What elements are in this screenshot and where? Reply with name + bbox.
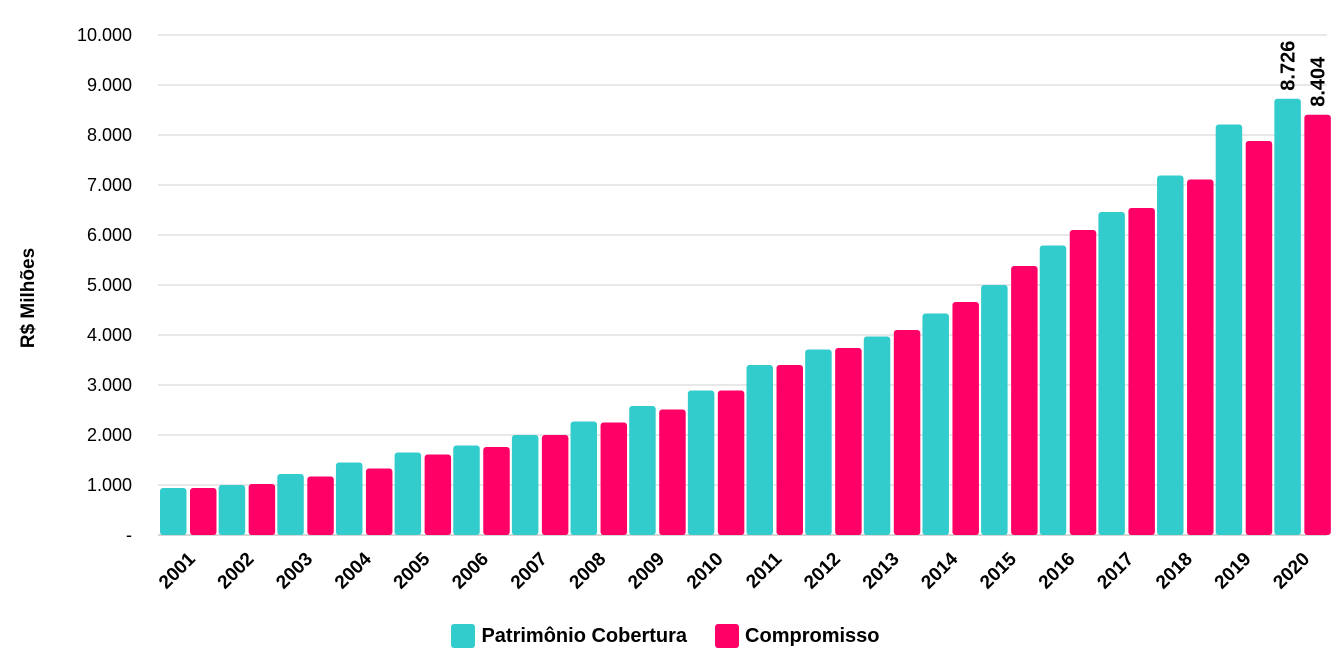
- bar-patrimonio-2017: [1098, 212, 1125, 535]
- legend-label-compromisso: Compromisso: [745, 625, 880, 647]
- y-tick-label-1000: 1.000: [87, 475, 132, 495]
- bar-patrimonio-2006: [453, 445, 480, 535]
- bar-patrimonio-2010: [687, 390, 715, 535]
- bar-compromisso-2009: [659, 409, 686, 535]
- x-tick-label-2003: 2003: [272, 549, 317, 594]
- bar-compromisso-2016: [1069, 230, 1097, 535]
- bar-compromisso-2005: [424, 454, 452, 535]
- bar-patrimonio-2008: [570, 421, 598, 535]
- bar-compromisso-2014: [952, 302, 979, 535]
- bars: [160, 98, 1331, 536]
- x-tick-label-2015: 2015: [976, 548, 1021, 593]
- bar-patrimonio-2001: [160, 488, 187, 535]
- bar-patrimonio-2009: [629, 406, 656, 535]
- y-axis-title: R$ Milhões: [18, 248, 39, 348]
- bar-compromisso-2002: [248, 484, 276, 535]
- x-tick-label-2009: 2009: [624, 549, 669, 594]
- bar-patrimonio-2019: [1215, 124, 1243, 535]
- x-tick-label-2005: 2005: [390, 548, 435, 593]
- bar-patrimonio-2018: [1157, 175, 1184, 535]
- bar-patrimonio-2004: [335, 462, 363, 535]
- y-tick-label-9000: 9.000: [87, 75, 132, 95]
- bar-compromisso-2020: [1304, 114, 1331, 536]
- y-tick-label-2000: 2.000: [87, 425, 132, 445]
- bar-patrimonio-2007: [511, 435, 539, 535]
- legend: Patrimônio Cobertura Compromisso: [0, 624, 1331, 648]
- x-tick-label-2017: 2017: [1093, 549, 1138, 594]
- y-tick-label-5000: 5.000: [87, 275, 132, 295]
- bar-compromisso-2003: [307, 476, 334, 535]
- bar-patrimonio-2005: [394, 452, 422, 535]
- y-axis-ticks: - 1.000 2.000 3.000 4.000 5.000 6.000 7.000 8.00…: [77, 25, 132, 545]
- bar-compromisso-2007: [541, 435, 569, 535]
- bar-chart: - 1.000 2.000 3.000 4.000 5.000 6.000 7.000 8.00…: [18, 25, 1331, 593]
- x-tick-label-2007: 2007: [507, 549, 552, 594]
- y-tick-label-8000: 8.000: [87, 125, 132, 145]
- legend-swatch-compromisso: [715, 624, 740, 648]
- data-labels: 8.726 8.404: [1278, 41, 1330, 107]
- y-tick-label-7000: 7.000: [87, 175, 132, 195]
- bar-compromisso-2008: [600, 422, 628, 535]
- bar-patrimonio-2020: [1274, 98, 1301, 535]
- x-tick-label-2002: 2002: [214, 549, 259, 594]
- bar-compromisso-2004: [365, 468, 393, 535]
- data-label-compromisso-2020: 8.404: [1308, 56, 1330, 107]
- x-tick-label-2014: 2014: [917, 548, 962, 593]
- y-tick-label-3000: 3.000: [87, 375, 132, 395]
- data-label-patrimonio-2020: 8.726: [1278, 41, 1300, 91]
- legend-label-patrimonio: Patrimônio Cobertura: [481, 625, 688, 647]
- x-tick-label-2006: 2006: [448, 549, 493, 594]
- legend-item-compromisso: Compromisso: [715, 624, 880, 648]
- x-tick-label-2018: 2018: [1152, 549, 1197, 594]
- x-tick-label-2012: 2012: [800, 549, 845, 594]
- y-tick-label-6000: 6.000: [87, 225, 132, 245]
- bar-compromisso-2015: [1011, 266, 1038, 535]
- y-tick-label-0: -: [126, 525, 132, 545]
- bar-patrimonio-2013: [863, 336, 891, 535]
- x-tick-label-2020: 2020: [1269, 549, 1314, 594]
- legend-swatch-patrimonio: [451, 624, 476, 648]
- bar-patrimonio-2012: [805, 349, 832, 535]
- bar-compromisso-2018: [1187, 179, 1214, 535]
- bar-compromisso-2006: [483, 447, 510, 535]
- bar-patrimonio-2011: [746, 365, 773, 535]
- bar-compromisso-2011: [776, 365, 803, 535]
- bar-compromisso-2017: [1128, 208, 1155, 535]
- legend-item-patrimonio: Patrimônio Cobertura: [451, 624, 687, 648]
- bar-patrimonio-2015: [981, 285, 1008, 535]
- x-tick-label-2008: 2008: [566, 549, 611, 594]
- bar-compromisso-2019: [1245, 141, 1273, 535]
- bar-patrimonio-2003: [277, 474, 304, 535]
- y-tick-label-4000: 4.000: [87, 325, 132, 345]
- bar-patrimonio-2016: [1039, 245, 1067, 535]
- bar-patrimonio-2014: [922, 313, 949, 535]
- x-tick-label-2001: 2001: [155, 548, 200, 593]
- x-tick-label-2019: 2019: [1211, 549, 1256, 594]
- x-axis-ticks: 2001 2002 2003 2004 2005 2006 2007 2008 2009 2010…: [155, 548, 1314, 593]
- x-tick-label-2010: 2010: [683, 549, 728, 594]
- bar-compromisso-2010: [717, 390, 745, 535]
- y-tick-label-10000: 10.000: [77, 25, 132, 45]
- bar-patrimonio-2002: [218, 485, 246, 535]
- x-tick-label-2004: 2004: [331, 548, 376, 593]
- bar-compromisso-2012: [835, 348, 862, 535]
- bar-compromisso-2001: [190, 488, 217, 535]
- x-tick-label-2013: 2013: [859, 549, 904, 594]
- x-tick-label-2011: 2011: [742, 548, 786, 592]
- x-tick-label-2016: 2016: [1035, 549, 1080, 594]
- bar-compromisso-2013: [893, 330, 921, 535]
